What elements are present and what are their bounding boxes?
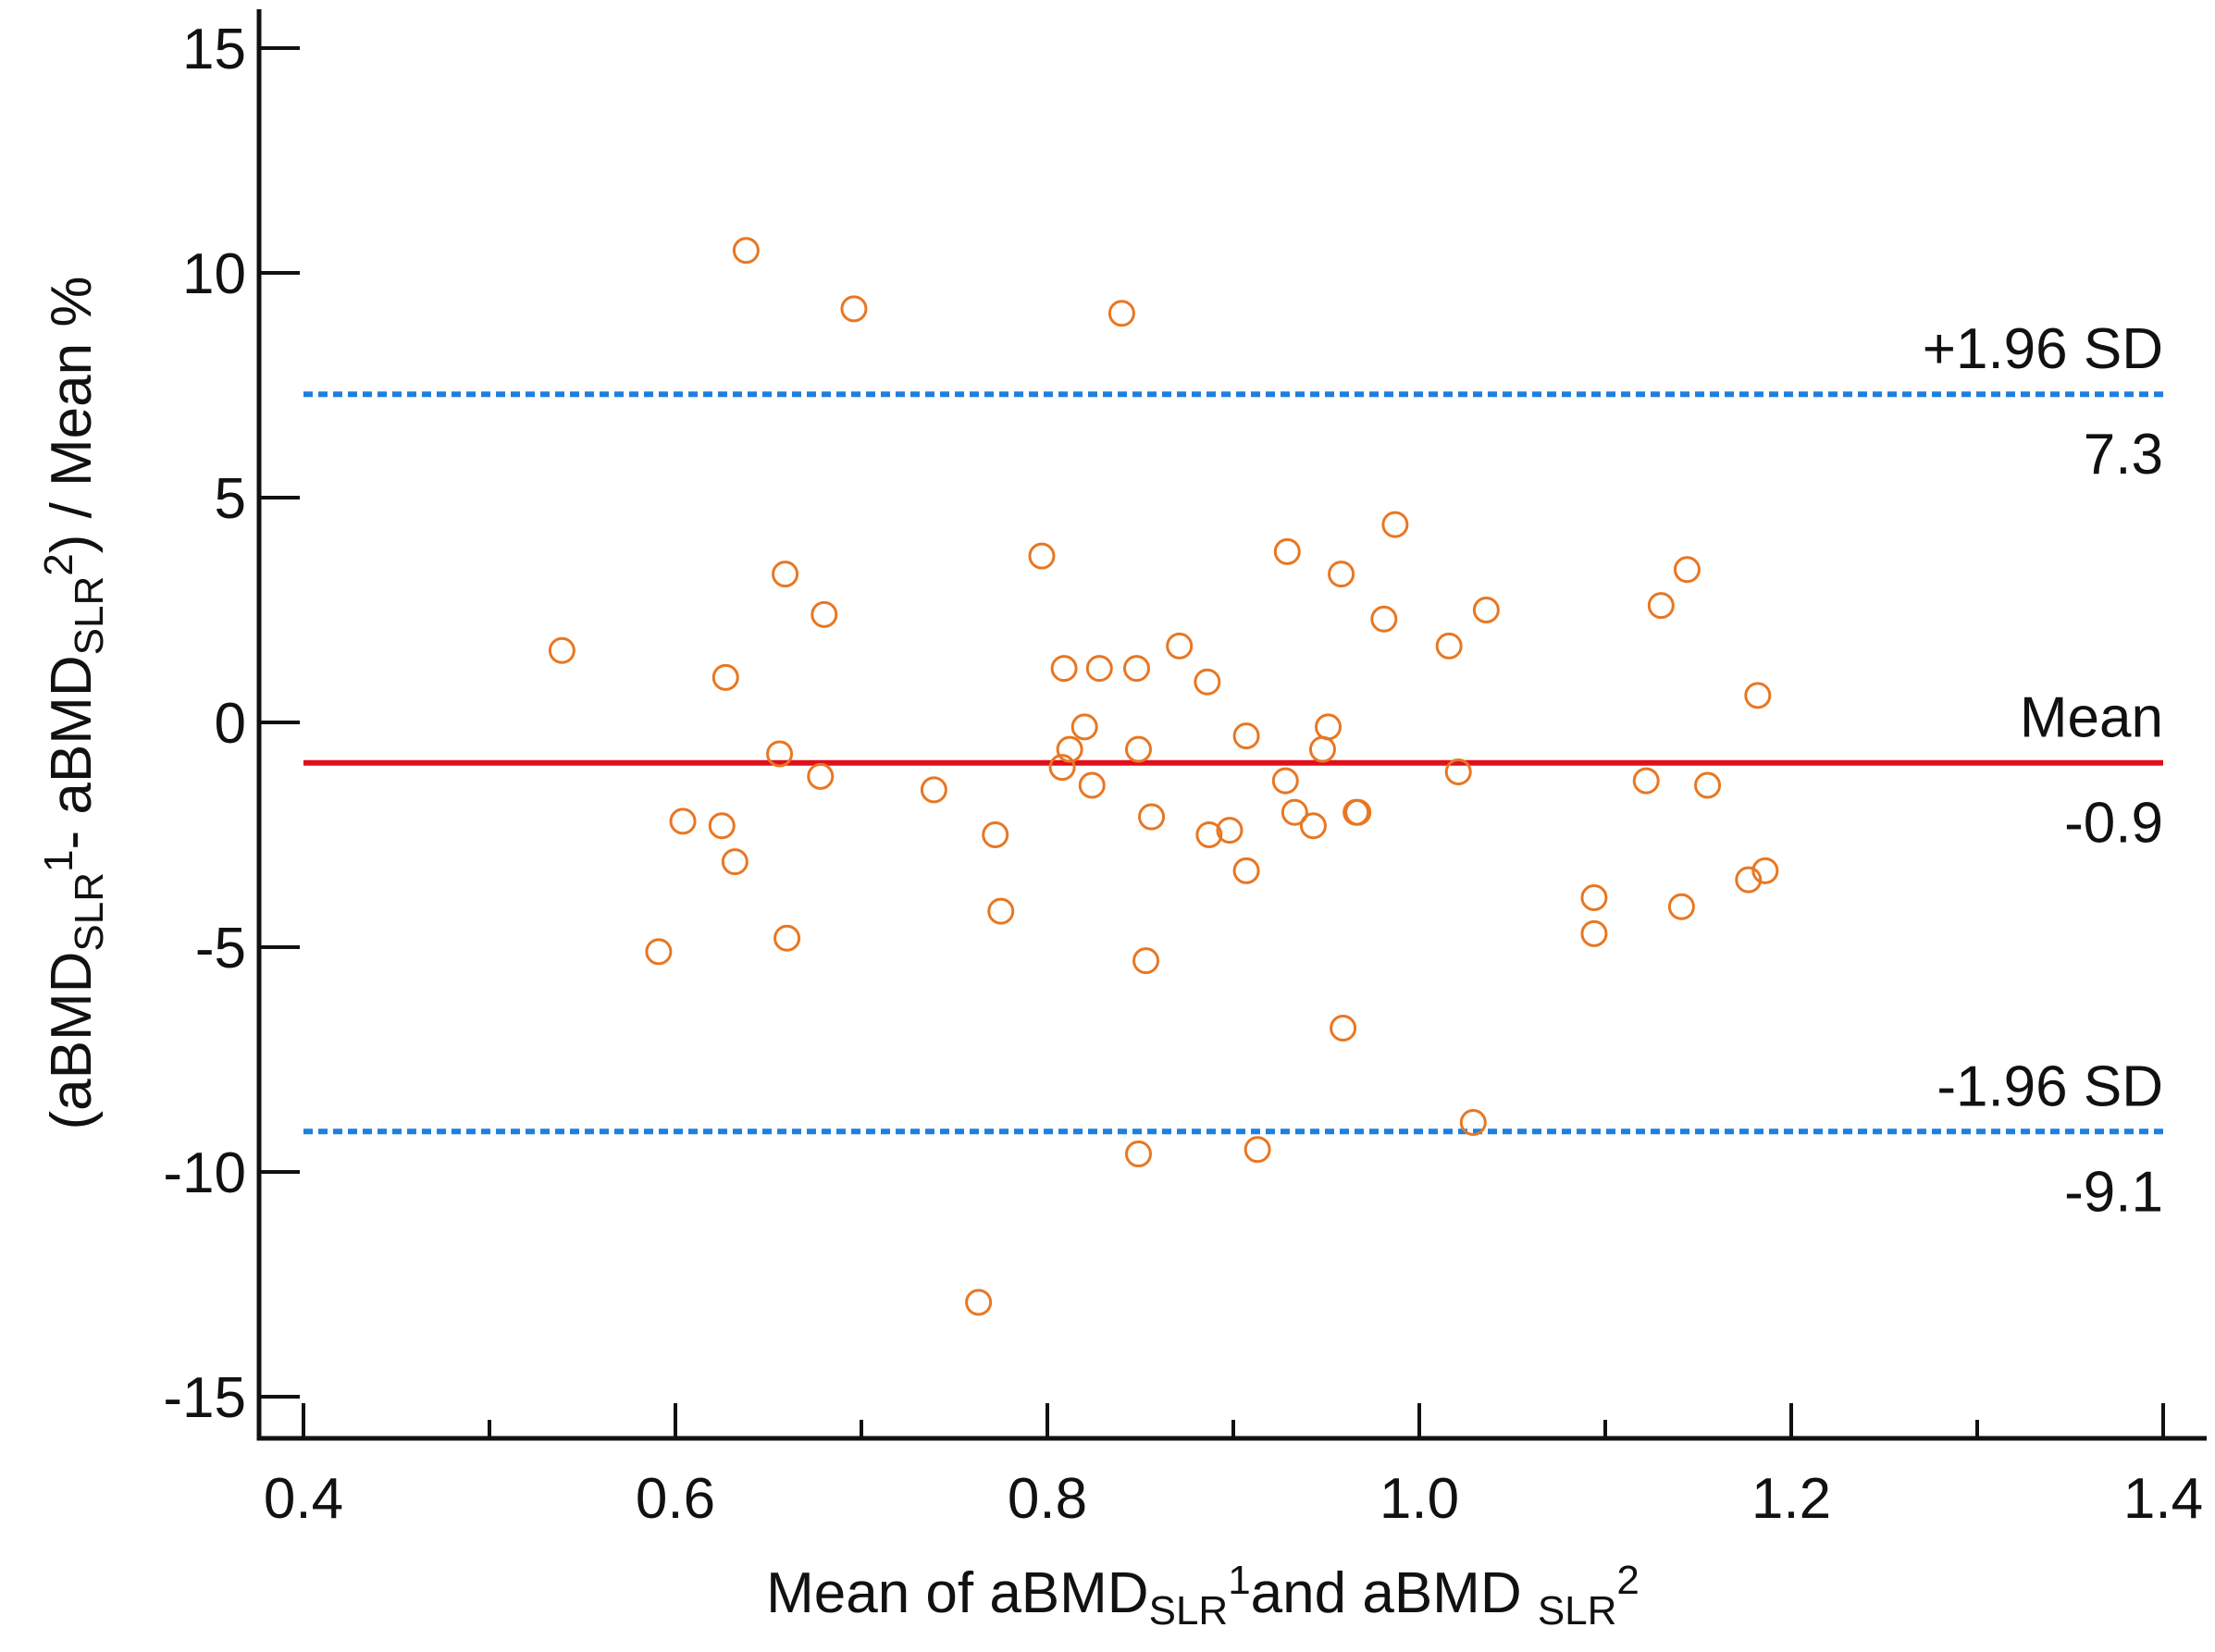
- data-point: [766, 740, 794, 768]
- y-tick-label: 10: [182, 242, 246, 306]
- data-point: [1444, 758, 1472, 785]
- y-tick-label: -15: [163, 1366, 246, 1430]
- data-point: [1370, 605, 1398, 633]
- data-point: [1132, 947, 1160, 975]
- data-point: [1344, 798, 1372, 826]
- data-point: [965, 1288, 993, 1316]
- data-point: [1744, 682, 1772, 709]
- data-point: [1232, 857, 1260, 884]
- upper-loa-line-label: +1.96 SD: [1923, 317, 2163, 381]
- data-point: [811, 600, 838, 628]
- y-axis-title: (aBMDSLR1- aBMDSLR2) / Mean %: [36, 277, 112, 1130]
- axes: [256, 9, 2207, 1441]
- x-tick-label: 0.8: [1008, 1467, 1087, 1531]
- x-axis-title: Mean of aBMDSLR1and aBMD SLR2: [766, 1558, 1640, 1634]
- data-point: [1751, 857, 1779, 884]
- x-tick-label: 1.4: [2123, 1467, 2203, 1531]
- data-point: [1078, 771, 1106, 799]
- data-point: [1667, 893, 1695, 920]
- data-point: [1070, 713, 1098, 741]
- data-point: [1048, 754, 1076, 782]
- data-point: [840, 295, 868, 323]
- data-point: [1056, 735, 1083, 763]
- data-point: [1216, 817, 1244, 844]
- data-point: [708, 812, 736, 840]
- data-point: [1138, 803, 1166, 831]
- data-point: [920, 776, 947, 804]
- data-point: [1472, 597, 1500, 623]
- data-point: [1281, 798, 1308, 826]
- data-point: [1124, 1140, 1152, 1168]
- x-tick-label: 1.2: [1751, 1467, 1831, 1531]
- x-tick-label: 0.4: [264, 1467, 343, 1531]
- data-point: [1580, 919, 1608, 947]
- data-point: [1315, 713, 1343, 741]
- data-point: [807, 762, 835, 790]
- data-point: [1308, 735, 1336, 763]
- upper-loa-line-value: 7.3: [2084, 423, 2163, 487]
- data-point: [1435, 632, 1463, 660]
- mean-line-value: -0.9: [2064, 792, 2163, 856]
- data-point: [1085, 655, 1113, 683]
- data-point: [1580, 884, 1608, 912]
- data-point: [548, 636, 575, 664]
- mean-line-label: Mean: [2020, 686, 2163, 750]
- reference-labels: +1.96 SD 7.3 -1.96 SD -9.1 Mean -0.9: [1923, 317, 2163, 1224]
- y-tick-label: 15: [182, 18, 246, 81]
- y-tick-label: -10: [163, 1141, 246, 1205]
- y-tick-label: 0: [215, 692, 246, 756]
- data-point: [712, 663, 739, 691]
- y-tick-label: -5: [195, 917, 246, 980]
- data-point: [1271, 767, 1299, 795]
- x-tick-label: 1.0: [1380, 1467, 1459, 1531]
- data-point: [1459, 1109, 1487, 1137]
- data-point: [1381, 511, 1409, 538]
- data-point: [1328, 561, 1355, 588]
- data-point: [1647, 592, 1675, 620]
- tick-labels: 15 10 5 0 -5 -10 -15 0.4 0.6 0.8 1.0 1.2 1.4: [163, 18, 2203, 1531]
- data-points: [548, 237, 1779, 1316]
- data-point: [982, 821, 1009, 848]
- data-point: [669, 808, 697, 835]
- data-point: [721, 848, 749, 876]
- x-tick-label: 0.6: [636, 1467, 715, 1531]
- data-point: [1122, 655, 1150, 683]
- data-point: [1124, 735, 1152, 763]
- data-point: [772, 561, 799, 588]
- data-point: [1273, 537, 1301, 565]
- data-point: [645, 938, 673, 966]
- data-point: [1194, 668, 1221, 696]
- data-point: [732, 237, 760, 265]
- data-point: [1050, 655, 1078, 683]
- data-point: [1195, 821, 1223, 848]
- lower-loa-line-label: -1.96 SD: [1937, 1054, 2163, 1118]
- lower-loa-line-value: -9.1: [2064, 1160, 2163, 1224]
- data-point: [987, 897, 1015, 925]
- data-point: [1108, 300, 1135, 327]
- data-point: [1330, 1014, 1357, 1042]
- data-point: [773, 924, 801, 952]
- data-point: [1299, 812, 1327, 840]
- data-point: [1735, 866, 1763, 894]
- data-point: [1673, 556, 1701, 584]
- data-point: [1232, 722, 1260, 750]
- reference-lines: [303, 391, 2163, 1135]
- data-point: [1166, 632, 1194, 660]
- data-point: [1694, 771, 1722, 799]
- y-tick-label: 5: [215, 467, 246, 531]
- data-point: [1244, 1136, 1271, 1164]
- data-point: [1632, 767, 1660, 795]
- data-point: [1028, 542, 1056, 570]
